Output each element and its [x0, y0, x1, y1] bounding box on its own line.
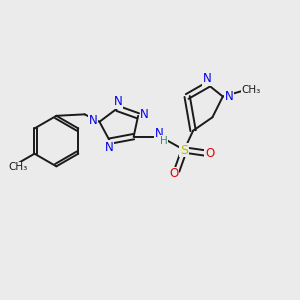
Text: N: N [225, 90, 234, 103]
Text: O: O [169, 167, 179, 180]
Text: CH₃: CH₃ [8, 162, 27, 172]
Text: O: O [205, 147, 214, 160]
Text: N: N [113, 95, 122, 108]
Text: N: N [202, 72, 211, 85]
Text: CH₃: CH₃ [241, 85, 260, 95]
Text: N: N [88, 114, 97, 127]
Text: N: N [140, 107, 149, 121]
Text: H: H [160, 136, 168, 146]
Text: S: S [180, 143, 188, 157]
Text: N: N [105, 141, 114, 154]
Text: N: N [155, 127, 164, 140]
